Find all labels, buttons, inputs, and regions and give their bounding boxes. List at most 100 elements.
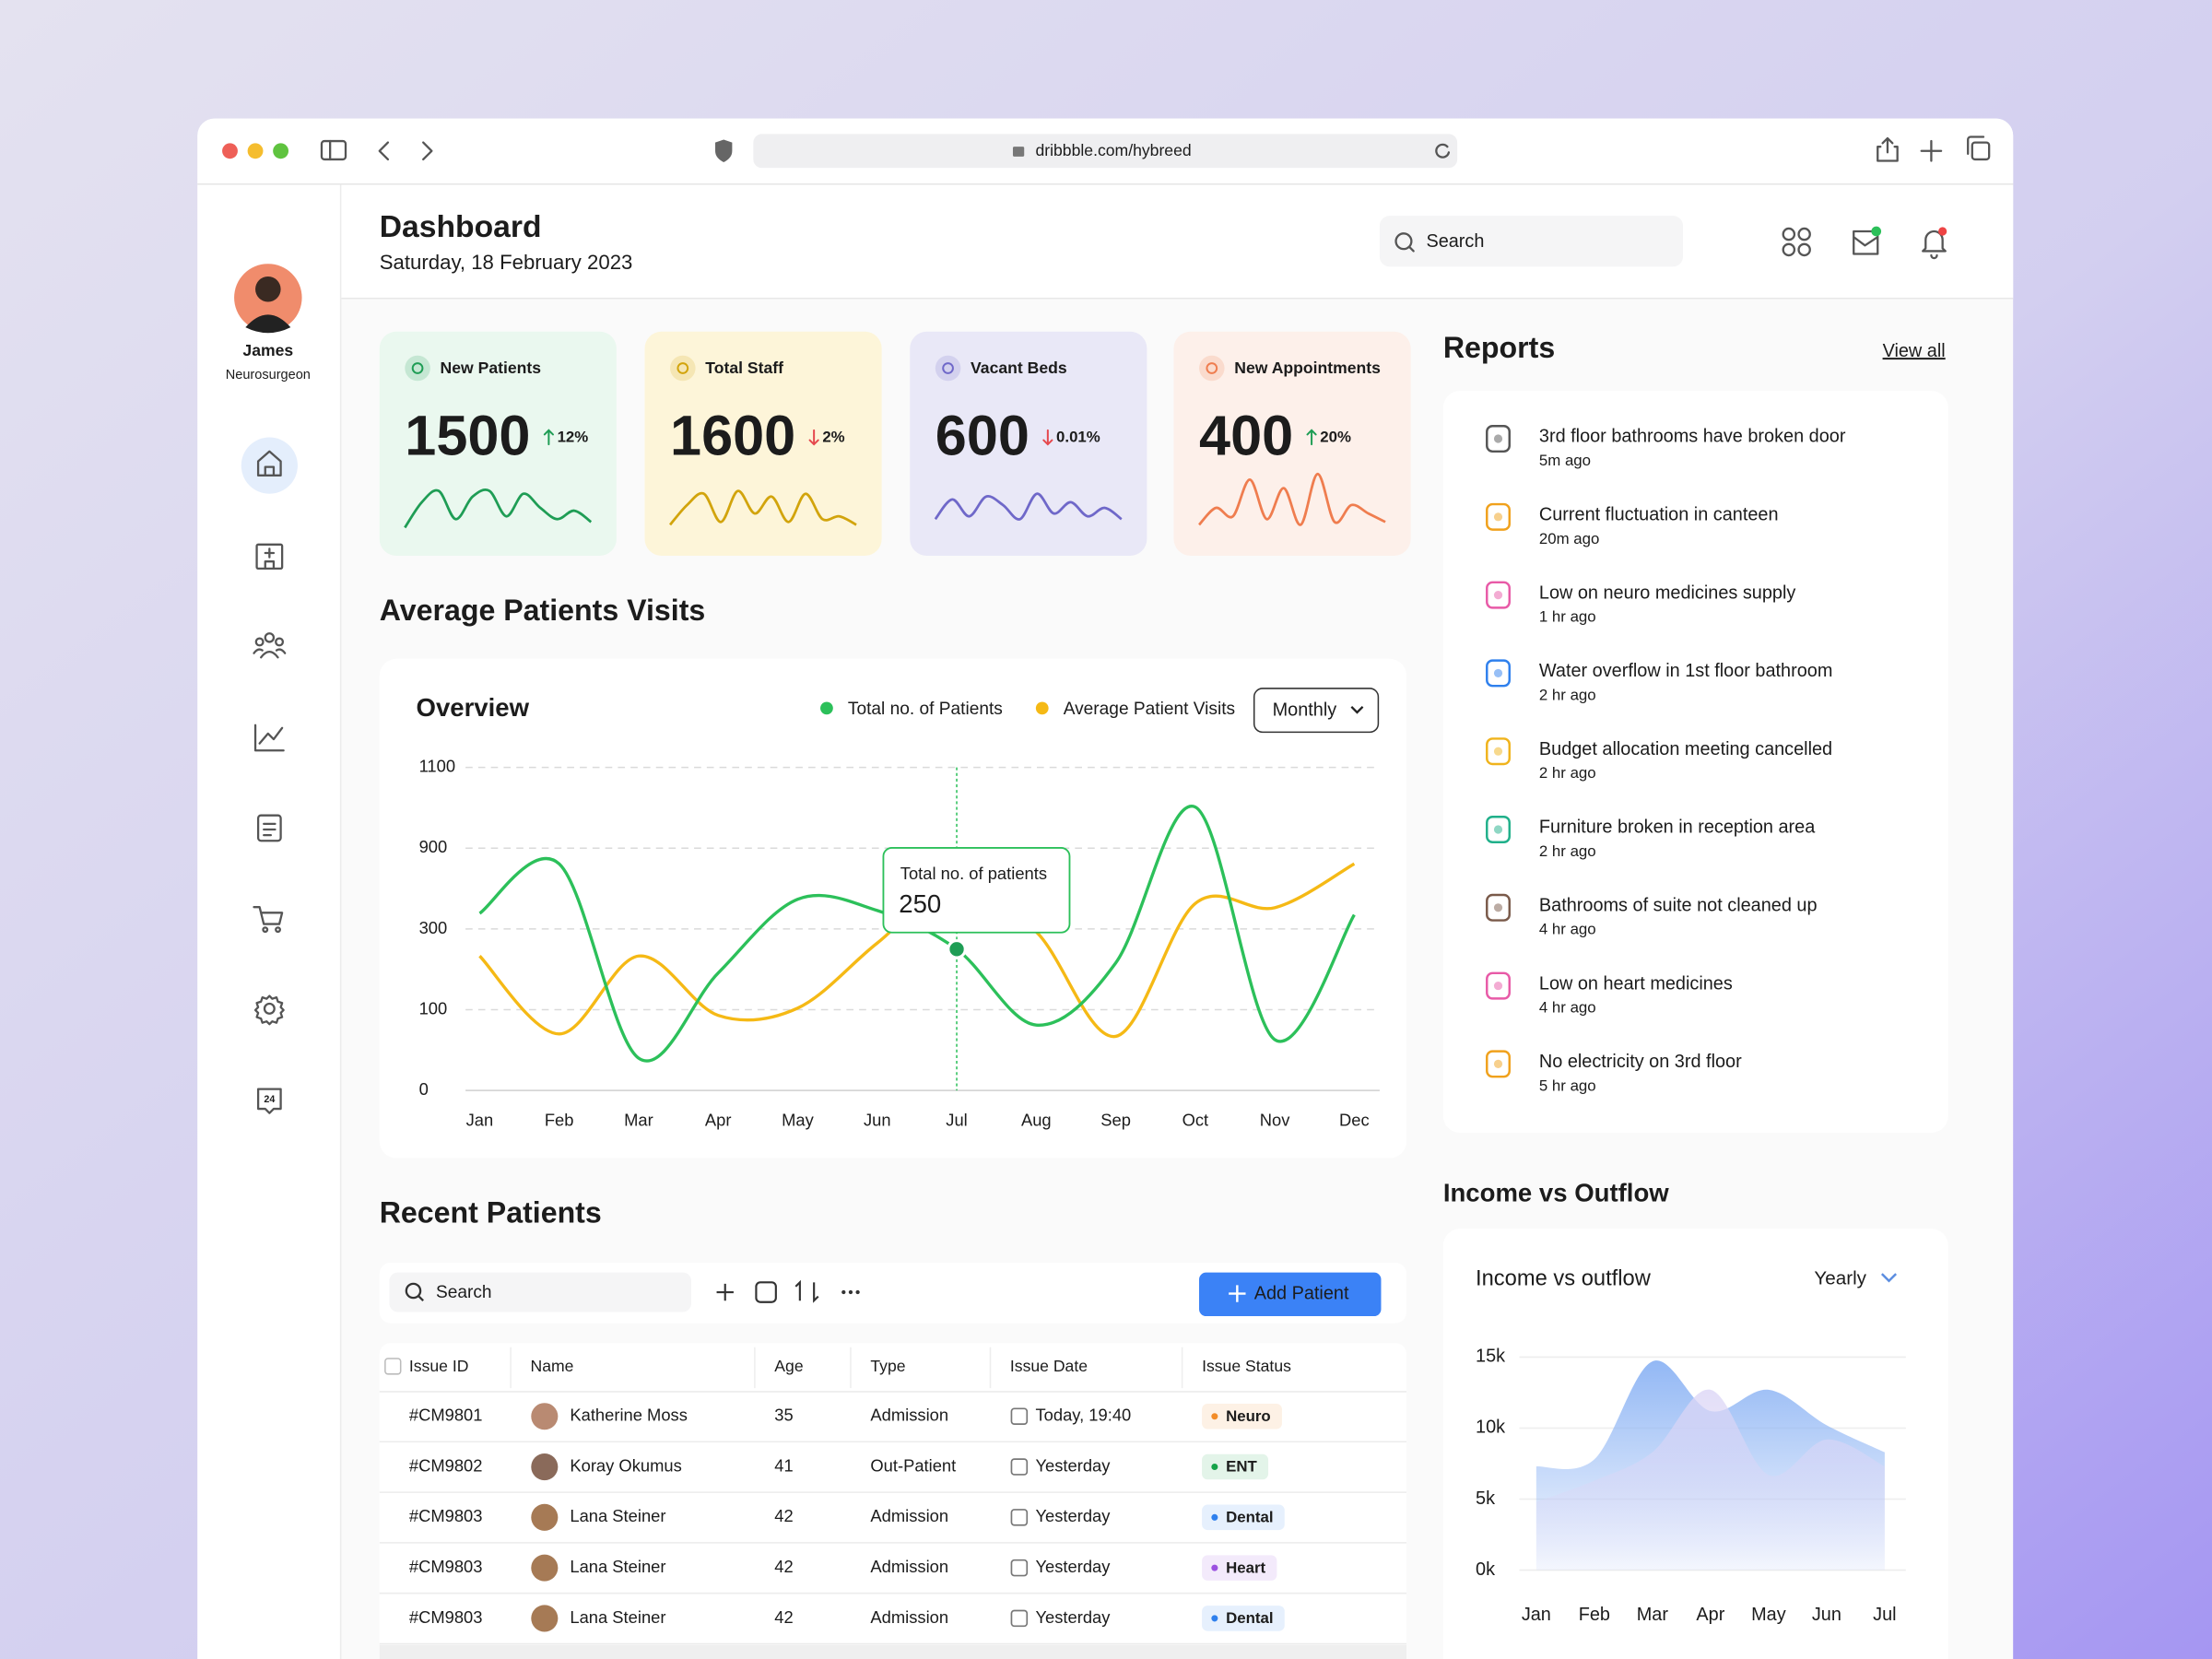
cell-type: Out-Patient (870, 1455, 956, 1475)
x-tick-label: Jul (1873, 1605, 1896, 1625)
checkbox[interactable] (384, 1358, 402, 1375)
cell-age: 42 (774, 1506, 793, 1525)
column-header: Name (531, 1357, 574, 1375)
nav-support[interactable]: 24 (256, 1088, 282, 1114)
legend-marker (820, 701, 833, 715)
cell-id: #CM9803 (409, 1506, 483, 1525)
nav-analytics[interactable] (253, 724, 285, 752)
report-icon (1486, 737, 1511, 766)
report-icon-dot (1493, 825, 1503, 834)
report-icon (1486, 425, 1511, 453)
stat-icon (935, 355, 961, 382)
report-text[interactable]: No electricity on 3rd floor (1539, 1052, 1742, 1072)
more-icon[interactable] (848, 1289, 853, 1295)
status-pill (1202, 1606, 1285, 1631)
more-icon[interactable] (855, 1289, 860, 1295)
report-text[interactable]: Budget allocation meeting cancelled (1539, 739, 1832, 759)
search-placeholder: Search (436, 1283, 492, 1302)
column-header: Issue ID (409, 1357, 469, 1375)
messages-button[interactable] (1853, 226, 1882, 255)
x-tick-label: Mar (624, 1111, 653, 1130)
reload-button[interactable] (1435, 143, 1451, 159)
status-dot (1211, 1413, 1218, 1420)
notifications-button[interactable] (1922, 227, 1947, 260)
column-header: Issue Status (1202, 1357, 1291, 1375)
nav-reports[interactable] (256, 814, 282, 842)
forward-button[interactable] (422, 141, 433, 161)
nav-patients[interactable] (253, 632, 287, 659)
x-tick-label: May (782, 1111, 815, 1130)
nav-home[interactable] (256, 450, 282, 477)
shield-icon (715, 139, 733, 163)
x-tick-label: May (1751, 1605, 1786, 1625)
period-label[interactable]: Yearly (1814, 1268, 1866, 1289)
stat-icon (1199, 355, 1225, 382)
share-button[interactable] (1877, 136, 1899, 162)
nav-pharmacy[interactable] (253, 906, 284, 934)
stat-card (1173, 331, 1411, 557)
cell-date: Yesterday (1035, 1455, 1111, 1475)
stat-value: 1600 (670, 405, 795, 467)
report-text[interactable]: Low on neuro medicines supply (1539, 582, 1795, 603)
nav-hospital[interactable] (255, 543, 284, 570)
column-header: Issue Date (1010, 1357, 1088, 1375)
sidebar (197, 184, 340, 1659)
status-dot (1211, 1464, 1218, 1471)
nav-settings[interactable] (253, 994, 285, 1026)
back-button[interactable] (378, 141, 390, 161)
search-icon (1394, 232, 1415, 253)
stat-change: 20% (1320, 429, 1351, 446)
sort-icon[interactable] (794, 1279, 819, 1303)
report-text[interactable]: Water overflow in 1st floor bathroom (1539, 661, 1833, 681)
avatar-body (245, 314, 291, 334)
sidebar-toggle[interactable] (320, 139, 347, 161)
x-tick-label: Jan (466, 1111, 494, 1130)
sparkline (1197, 472, 1386, 526)
filter-icon[interactable] (755, 1281, 777, 1303)
chart-title: Income vs outflow (1476, 1267, 1652, 1291)
report-text[interactable]: Bathrooms of suite not cleaned up (1539, 896, 1818, 916)
section-title: Average Patients Visits (380, 594, 706, 627)
tabs-button[interactable] (1967, 135, 1991, 161)
more-icon[interactable] (841, 1289, 846, 1295)
view-all-link[interactable]: View all (1883, 341, 1946, 361)
x-tick-label: Jun (864, 1111, 891, 1130)
y-tick-label: 0k (1476, 1559, 1495, 1580)
stat-icon (670, 355, 696, 382)
report-text[interactable]: Low on heart medicines (1539, 973, 1733, 994)
y-tick-label: 5k (1476, 1488, 1495, 1509)
y-tick-label: 0 (419, 1079, 429, 1099)
calendar-icon (1010, 1407, 1029, 1425)
maximize-button[interactable] (273, 143, 289, 159)
minimize-button[interactable] (247, 143, 264, 159)
report-text[interactable]: Furniture broken in reception area (1539, 818, 1816, 838)
trend-arrow (1042, 429, 1053, 446)
reports-title: Reports (1443, 331, 1555, 364)
status-dot (1211, 1564, 1218, 1571)
cell-id: #CM9802 (409, 1455, 483, 1475)
add-icon[interactable] (716, 1283, 734, 1301)
address-bar[interactable] (753, 134, 1458, 169)
close-button[interactable] (222, 143, 238, 159)
calendar-icon (1010, 1509, 1029, 1526)
apps-button[interactable] (1782, 227, 1811, 257)
trend-arrow (1306, 429, 1317, 446)
period-select[interactable] (1253, 688, 1380, 734)
report-text[interactable]: 3rd floor bathrooms have broken door (1539, 427, 1846, 447)
cell-id: #CM9803 (409, 1607, 483, 1627)
cell-age: 42 (774, 1607, 793, 1627)
search-box[interactable] (1379, 216, 1684, 267)
cell-name: Lana Steiner (570, 1607, 665, 1627)
new-tab-button[interactable] (1920, 139, 1943, 162)
stat-icon-dot (942, 362, 954, 374)
stat-change: 2% (822, 429, 844, 446)
report-icon-dot (1493, 512, 1503, 522)
table-search[interactable] (389, 1272, 691, 1312)
add-patient-button[interactable] (1199, 1272, 1382, 1317)
search-placeholder: Search (1426, 231, 1484, 252)
user-name: James (242, 341, 293, 359)
y-tick-label: 1100 (419, 756, 455, 775)
report-text[interactable]: Current fluctuation in canteen (1539, 505, 1779, 525)
status-dot (1211, 1615, 1218, 1622)
cell-name: Lana Steiner (570, 1506, 665, 1525)
